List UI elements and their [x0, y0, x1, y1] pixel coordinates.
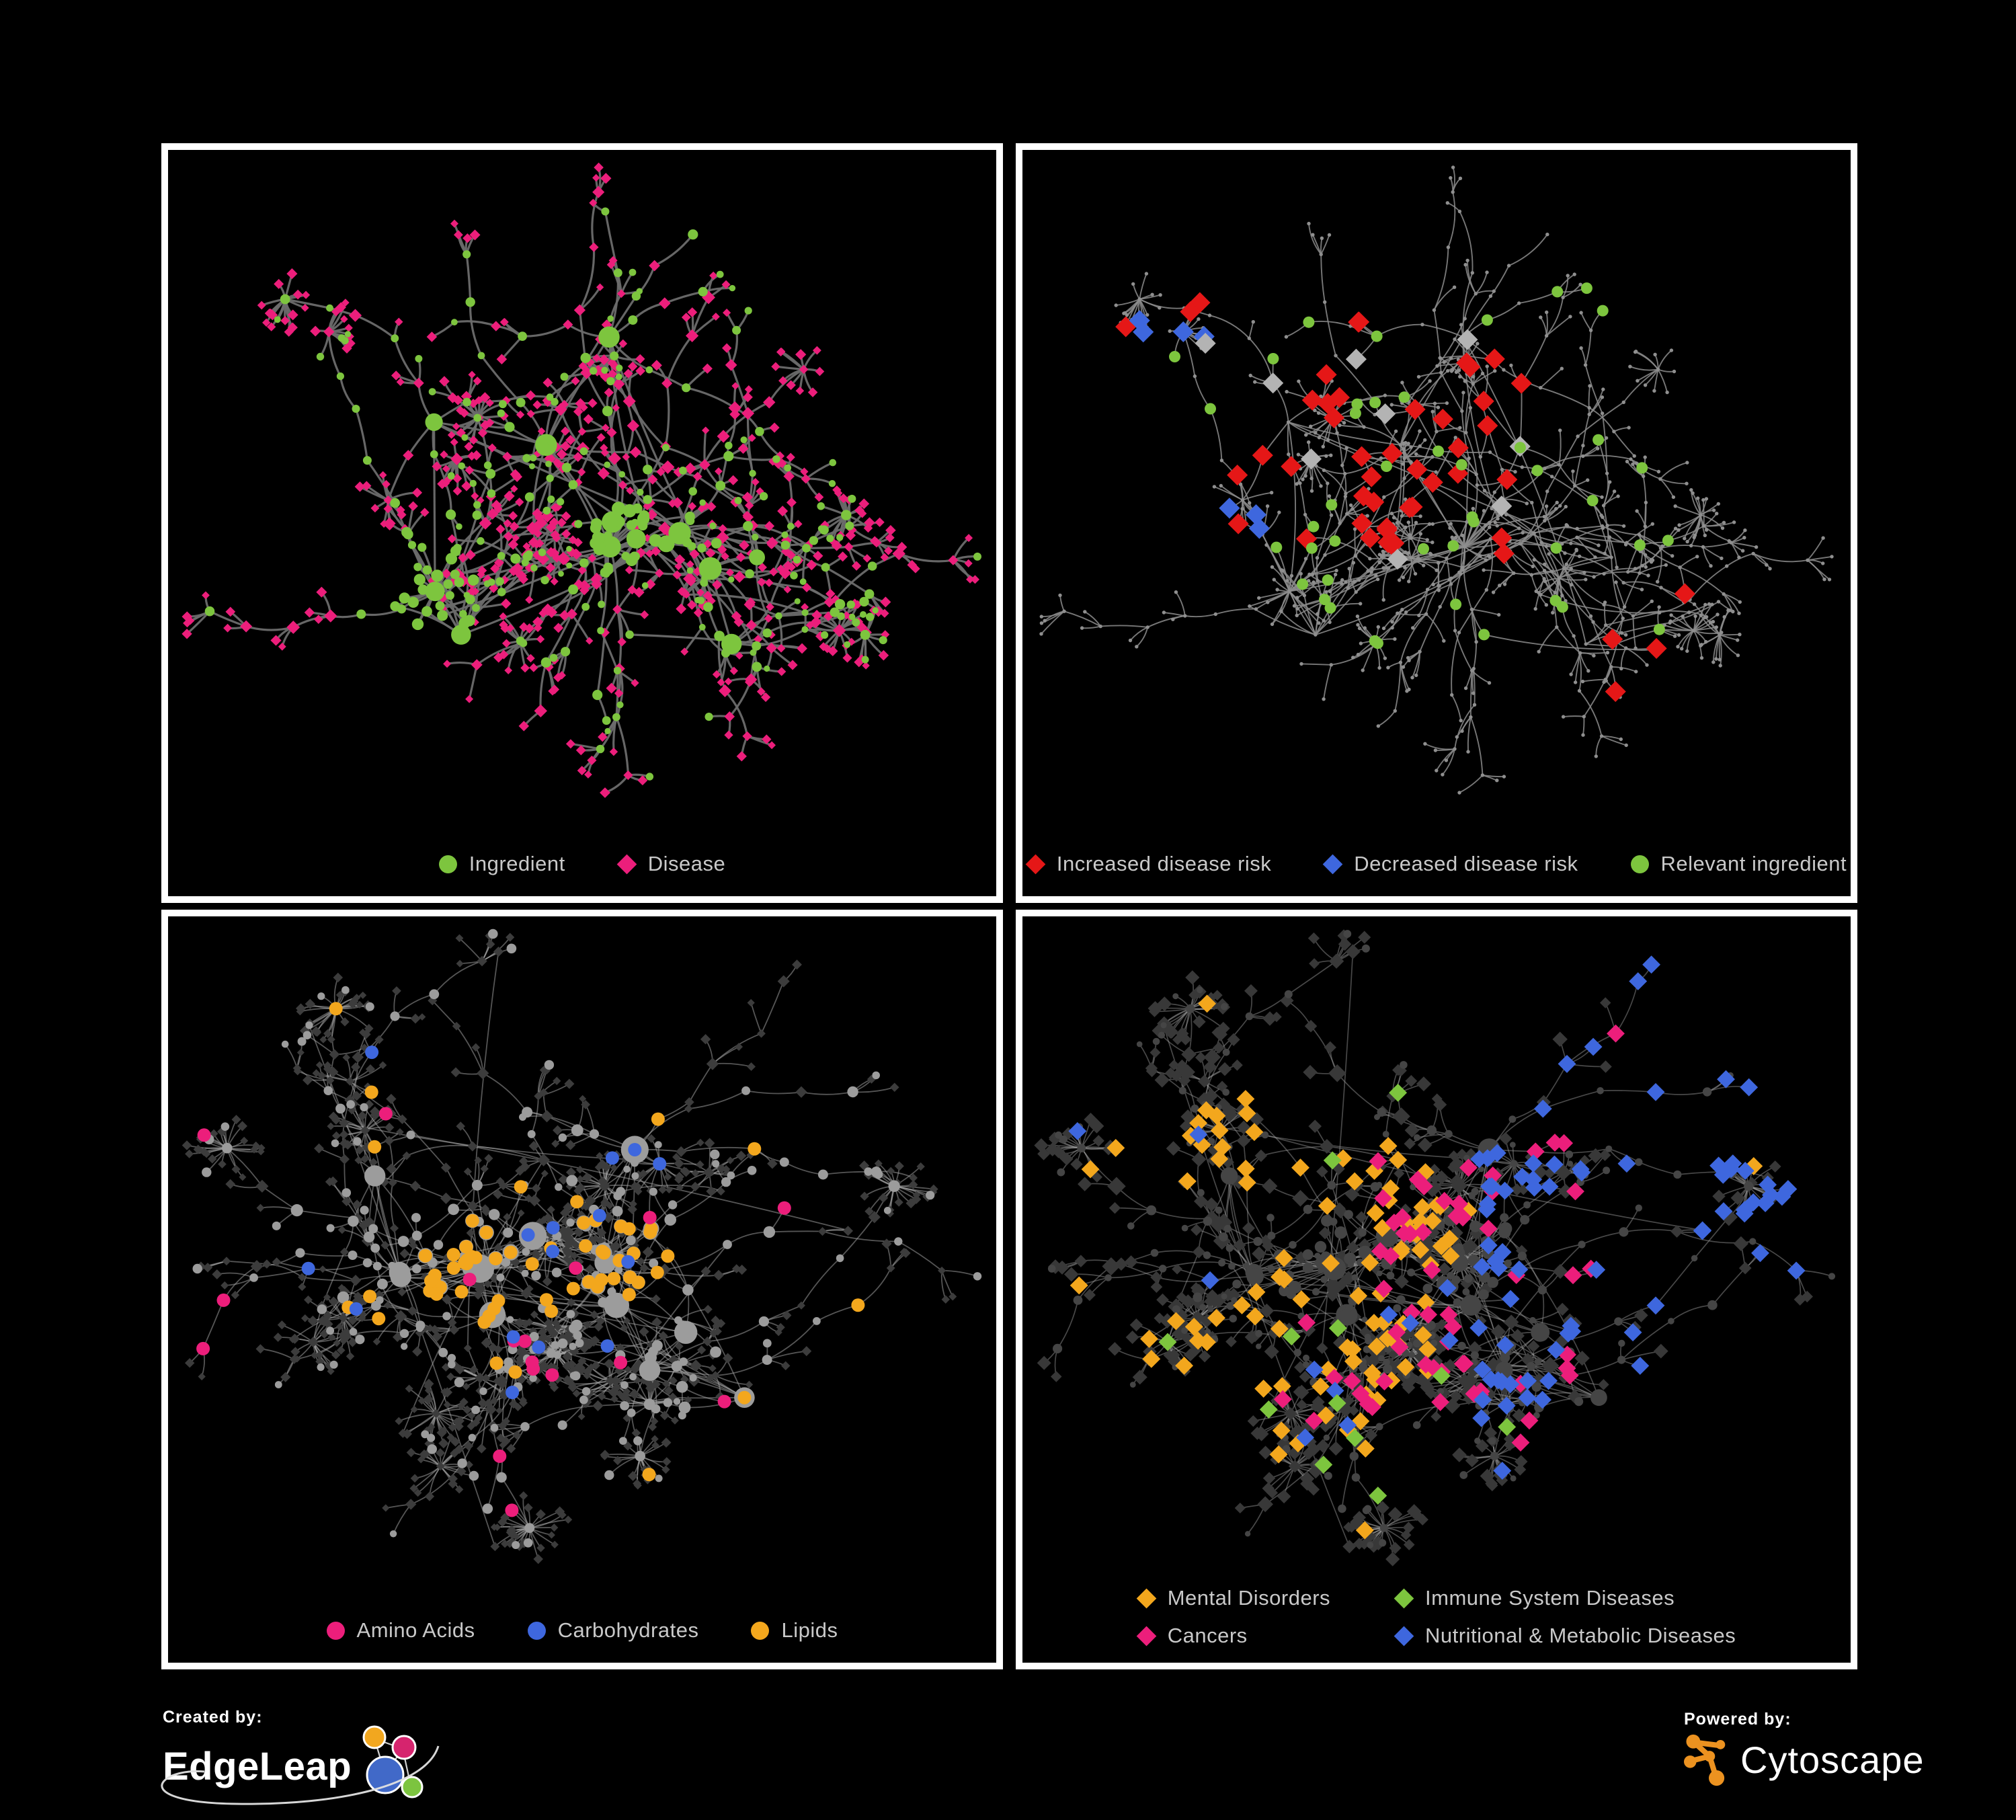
- legend-marker-circle-icon: [751, 1621, 770, 1640]
- legend-item: Lipids: [751, 1618, 838, 1643]
- edgeleap-logo-text: EdgeLeap: [163, 1745, 352, 1788]
- legend-label: Carbohydrates: [557, 1618, 699, 1642]
- network-panel-ingredient-disease: Ingredient Disease: [161, 143, 1003, 903]
- created-by-label: Created by:: [163, 1708, 263, 1727]
- legend-ingredient-disease: Ingredient Disease: [168, 852, 996, 876]
- ingredient-disease-network-graph: [182, 162, 981, 798]
- legend-item: Nutritional & Metabolic Diseases: [1394, 1624, 1736, 1648]
- disease-classes-network-graph: [1034, 929, 1836, 1567]
- legend-disease-risk: Increased disease risk Decreased disease …: [1022, 852, 1851, 876]
- legend-label: Disease: [647, 852, 726, 875]
- legend-item: Ingredient: [438, 852, 565, 876]
- edgeleap-node-orange: [362, 1725, 387, 1749]
- legend-marker-diamond-icon: [1136, 1588, 1157, 1608]
- legend-label: Increased disease risk: [1056, 852, 1272, 875]
- legend-marker-circle-icon: [1630, 855, 1649, 873]
- legend-item: Amino Acids: [326, 1618, 475, 1643]
- legend-item: Carbohydrates: [527, 1618, 699, 1643]
- network-panel-disease-classes: Mental Disorders Immune System Diseases Ca…: [1016, 910, 1857, 1669]
- legend-label: Decreased disease risk: [1354, 852, 1578, 875]
- legend-marker-diamond-icon: [1136, 1626, 1157, 1646]
- legend-marker-diamond-icon: [1394, 1626, 1414, 1646]
- legend-marker-circle-icon: [527, 1621, 546, 1640]
- legend-marker-diamond-icon: [1025, 854, 1046, 874]
- legend-item: Cancers: [1136, 1624, 1330, 1648]
- edgeleap-node-pink: [391, 1735, 417, 1760]
- legend-label: Relevant ingredient: [1660, 852, 1847, 875]
- legend-item: Disease: [616, 852, 726, 876]
- powered-by-block: Powered by: Cytoscape: [1684, 1710, 1925, 1787]
- legend-marker-diamond-icon: [1322, 854, 1343, 874]
- legend-item: Mental Disorders: [1136, 1586, 1331, 1610]
- nutrient-classes-network-graph: [182, 928, 982, 1565]
- legend-label: Nutritional & Metabolic Diseases: [1425, 1624, 1736, 1647]
- legend-marker-circle-icon: [438, 855, 457, 873]
- legend-marker-diamond-icon: [1394, 1588, 1414, 1608]
- legend-label: Ingredient: [469, 852, 565, 875]
- legend-item: Decreased disease risk: [1322, 852, 1578, 876]
- legend-item: Relevant ingredient: [1630, 852, 1847, 876]
- legend-label: Amino Acids: [356, 1618, 475, 1642]
- network-panel-disease-risk: Increased disease risk Decreased disease …: [1016, 143, 1857, 903]
- legend-label: Immune System Diseases: [1425, 1586, 1675, 1610]
- disease-risk-network-graph: [1039, 165, 1834, 795]
- legend-label: Cancers: [1167, 1624, 1248, 1647]
- legend-disease-classes: Mental Disorders Immune System Diseases Ca…: [1022, 1586, 1851, 1648]
- edgeleap-logo-icon: [362, 1725, 424, 1798]
- powered-by-label: Powered by:: [1684, 1710, 1791, 1729]
- legend-item: Immune System Diseases: [1394, 1586, 1736, 1610]
- cytoscape-logo-text: Cytoscape: [1740, 1739, 1925, 1781]
- legend-label: Mental Disorders: [1167, 1586, 1331, 1610]
- edgeleap-node-green: [401, 1776, 424, 1798]
- legend-label: Lipids: [781, 1618, 838, 1642]
- legend-item: Increased disease risk: [1025, 852, 1272, 876]
- edgeleap-node-blue: [366, 1755, 405, 1794]
- legend-nutrient-classes: Amino Acids Carbohydrates Lipids: [168, 1618, 996, 1643]
- created-by-block: Created by: EdgeLeap: [161, 1708, 440, 1805]
- legend-marker-circle-icon: [326, 1621, 345, 1640]
- network-panel-nutrient-classes: Amino Acids Carbohydrates Lipids: [161, 910, 1003, 1669]
- cytoscape-logo-icon: [1684, 1734, 1726, 1786]
- legend-marker-diamond-icon: [616, 854, 637, 874]
